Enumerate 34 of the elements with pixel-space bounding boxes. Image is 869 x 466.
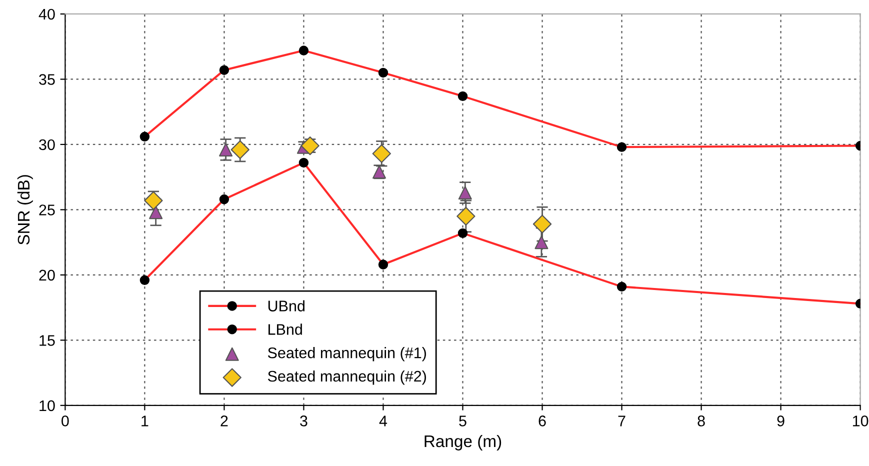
- x-axis-title: Range (m): [424, 434, 502, 450]
- legend-label: Seated mannequin (#1): [268, 347, 426, 362]
- x-tick-label: 4: [379, 416, 388, 426]
- point: [219, 142, 233, 156]
- x-tick-label: 7: [618, 416, 626, 426]
- y-tick-label: 40: [38, 8, 55, 20]
- legend-label: UBnd: [268, 300, 304, 312]
- x-tick-label: 8: [698, 416, 705, 426]
- y-tick-label: 20: [39, 270, 55, 281]
- x-tick-label: 0: [62, 416, 69, 426]
- x-tick-label: 10: [852, 416, 868, 426]
- point: [144, 191, 163, 210]
- legend-label: Seated mannequin (#2): [268, 370, 426, 385]
- y-tick-label: 10: [40, 400, 55, 412]
- point: [372, 144, 391, 163]
- y-tick-label: 35: [39, 74, 55, 85]
- point: [230, 140, 250, 160]
- x-tick-label: 9: [777, 416, 784, 426]
- point: [532, 214, 552, 234]
- y-tick-label: 30: [39, 139, 55, 150]
- y-axis-title: SNR (dB): [17, 175, 33, 245]
- x-tick-label: 6: [538, 416, 546, 426]
- x-tick-label: 5: [459, 416, 466, 426]
- point: [458, 186, 472, 200]
- x-tick-label: 2: [220, 416, 228, 426]
- point: [456, 206, 476, 226]
- point: [534, 236, 548, 250]
- y-tick-label: 25: [39, 204, 55, 216]
- x-tick-label: 1: [142, 416, 148, 426]
- legend-label: LBnd: [268, 324, 302, 335]
- x-tick-label: 3: [300, 416, 308, 426]
- point: [300, 136, 320, 156]
- point: [149, 206, 163, 220]
- y-tick-label: 15: [40, 335, 55, 346]
